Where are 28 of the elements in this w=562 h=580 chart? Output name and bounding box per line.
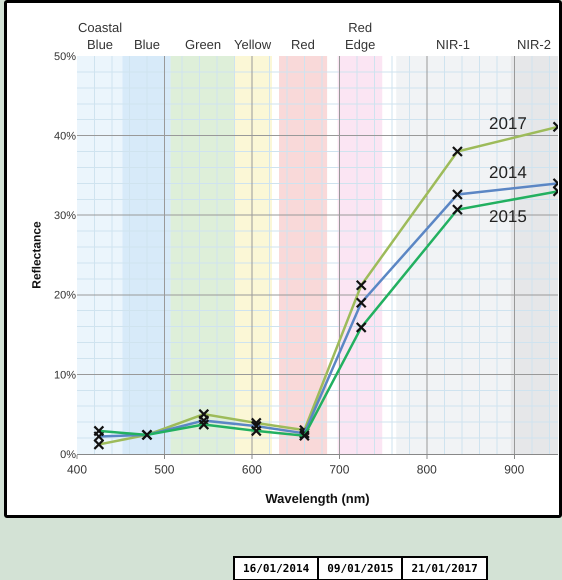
y-tick-label: 0% (60, 448, 76, 461)
x-tick-label: 900 (504, 462, 525, 476)
text: 21/01/2017 (402, 557, 487, 580)
x-tick-label: 800 (416, 462, 438, 476)
band-label: Red Edge (345, 20, 376, 52)
x-tick-label: 700 (329, 462, 350, 476)
band-label: Red (291, 37, 315, 52)
band-label: Coastal Blue (78, 20, 122, 52)
text: 16/01/2014 (234, 557, 318, 580)
y-tick-label: 40% (54, 130, 76, 142)
y-tick-label: 20% (54, 290, 76, 302)
y-tick-label: 30% (54, 210, 76, 222)
x-tick-label: 400 (66, 462, 88, 476)
y-axis-title: Reflectance (29, 220, 44, 289)
band-label: Blue (134, 37, 160, 52)
band-label: NIR-1 (436, 37, 470, 52)
band-label: NIR-2 (517, 37, 551, 52)
series-label: 2014 (489, 163, 527, 182)
series-label: 2015 (489, 207, 527, 226)
series-label: 2017 (489, 114, 527, 133)
y-tick-label: 50% (54, 50, 76, 63)
text: 09/01/2015 (318, 557, 402, 580)
x-tick-label: 500 (154, 462, 175, 476)
band-label: Green (185, 37, 222, 52)
y-tick-label: 10% (54, 369, 76, 382)
x-axis-title: Wavelength (nm) (265, 491, 370, 506)
band-label: Yellow (234, 37, 272, 52)
x-tick-label: 600 (242, 462, 262, 476)
